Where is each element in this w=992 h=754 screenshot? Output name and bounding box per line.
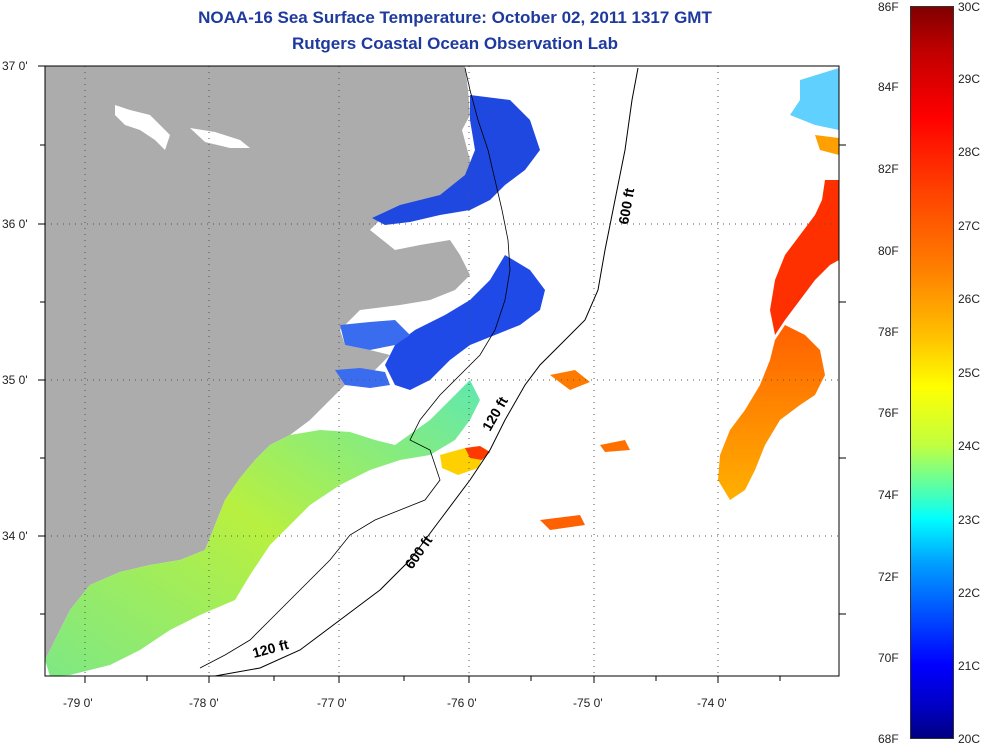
map-title: NOAA-16 Sea Surface Temperature: October… [198, 8, 712, 27]
gulf-stream-warm [770, 180, 839, 335]
colorbar-c-label: 21C [958, 659, 981, 673]
sst-map: 600 ft 120 ft 600 ft 120 ft [38, 65, 846, 683]
colorbar-f-label: 68F [878, 732, 899, 746]
colorbar-f-label: 84F [878, 80, 899, 94]
lon-tick-label: -76 0' [447, 696, 477, 710]
inland-lake [115, 105, 170, 150]
colorbar-f-label: 78F [878, 325, 899, 339]
pamlico-sound [385, 255, 545, 390]
colorbar-f-label: 74F [878, 488, 899, 502]
contour-label: 600 ft [615, 186, 637, 225]
colorbar-c-label: 28C [958, 145, 981, 159]
map-frame [44, 65, 840, 677]
lon-tick-label: -77 0' [317, 696, 347, 710]
warm-patch [465, 446, 490, 460]
lon-tick-label: -78 0' [189, 696, 219, 710]
contour-120ft [199, 67, 511, 669]
lon-tick-label: -79 0' [63, 696, 93, 710]
colorbar-f-label: 80F [878, 244, 899, 258]
lat-tick-label: 35 0' [2, 373, 28, 387]
coastal-shelf-water [45, 380, 480, 676]
lat-tick-label: 37 0' [2, 59, 28, 73]
colorbar-c-label: 20C [958, 732, 981, 746]
warm-patch [600, 440, 630, 452]
colorbar-c-label: 23C [958, 513, 981, 527]
warm-patch [540, 515, 585, 530]
warm-patch [815, 135, 839, 155]
gulf-stream-orange [718, 325, 825, 500]
pamlico-river [340, 320, 410, 350]
neuse-river [335, 368, 390, 388]
colorbar-c-label: 22C [958, 586, 981, 600]
temperature-colorbar [910, 6, 954, 739]
colorbar-c-label: 25C [958, 366, 981, 380]
cool-patch [790, 68, 839, 130]
colorbar-f-label: 72F [878, 570, 899, 584]
lon-tick-label: -75 0' [573, 696, 603, 710]
warm-patch [550, 370, 590, 390]
contour-600ft [214, 67, 639, 677]
map-subtitle: Rutgers Coastal Ocean Observation Lab [292, 34, 618, 53]
inland-lake [190, 128, 250, 148]
colorbar-f-label: 82F [878, 162, 899, 176]
colorbar-c-label: 29C [958, 72, 981, 86]
land-mass [45, 66, 470, 660]
lat-tick-label: 36 0' [2, 217, 28, 231]
lon-tick-label: -74 0' [697, 696, 727, 710]
lat-lon-grid [45, 66, 839, 676]
lat-tick-label: 34 0' [2, 529, 28, 543]
albemarle-sound [372, 95, 540, 225]
axis-ticks [38, 65, 846, 683]
colorbar-f-label: 70F [878, 651, 899, 665]
colorbar-c-label: 27C [958, 219, 981, 233]
colorbar-f-label: 76F [878, 406, 899, 420]
colorbar-c-label: 26C [958, 292, 981, 306]
colorbar-f-label: 86F [878, 0, 899, 14]
colorbar-c-label: 30C [958, 0, 981, 14]
colorbar-c-label: 24C [958, 439, 981, 453]
